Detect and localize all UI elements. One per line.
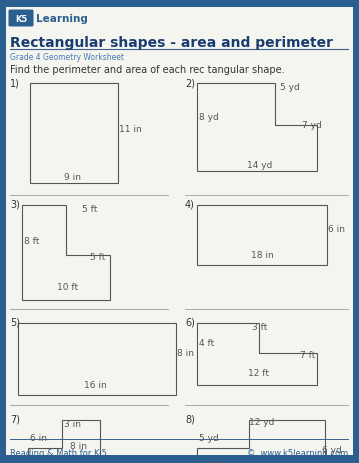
Text: 8 ft: 8 ft [24,237,39,246]
Text: 12 yd: 12 yd [249,418,275,426]
Text: 8): 8) [185,414,195,424]
Text: 12 ft: 12 ft [247,369,269,378]
Text: Rectangular shapes - area and perimeter: Rectangular shapes - area and perimeter [10,36,333,50]
Text: 6 in: 6 in [328,225,345,234]
Text: 8 in: 8 in [177,349,194,358]
Bar [18,323,176,395]
Bar [0,0,359,8]
Bar [353,0,359,463]
Text: 7): 7) [10,414,20,424]
Text: Learning: Learning [36,14,88,24]
Text: Grade 4 Geometry Worksheet: Grade 4 Geometry Worksheet [10,53,124,62]
Text: ©  www.k5learning.com: © www.k5learning.com [247,448,348,457]
Bar [0,455,359,463]
Text: 3 ft: 3 ft [252,323,267,332]
Text: 11 in: 11 in [119,125,142,134]
Text: 10 ft: 10 ft [57,283,79,292]
Text: 8 in: 8 in [70,442,87,450]
Text: 5 ft: 5 ft [82,205,97,214]
FancyBboxPatch shape [9,11,33,27]
Text: 3 in: 3 in [64,419,81,429]
Text: 3): 3) [10,200,20,210]
Text: 7 ft: 7 ft [300,351,315,360]
Bar [30,84,118,184]
Text: 3 yd: 3 yd [204,459,224,463]
Text: 4): 4) [185,200,195,210]
Text: Reading & Math for K-5: Reading & Math for K-5 [10,448,107,457]
Text: 5 yd: 5 yd [280,83,300,92]
Bar [197,206,327,265]
Text: 1): 1) [10,78,20,88]
Text: 7 yd: 7 yd [302,121,322,130]
Text: 9 in: 9 in [64,173,80,182]
Bar [0,0,6,463]
Text: 6 yd: 6 yd [322,445,342,455]
Text: 16 in: 16 in [84,381,106,390]
Text: 18 in: 18 in [251,250,273,259]
Text: 5 yd: 5 yd [199,433,219,443]
Text: 6 in: 6 in [30,433,47,443]
Text: K5: K5 [15,14,27,24]
Text: 14 yd: 14 yd [247,161,273,170]
Text: 5): 5) [10,317,20,327]
Text: 4 ft: 4 ft [199,339,214,348]
Text: 8 yd: 8 yd [199,113,219,122]
Text: 6): 6) [185,317,195,327]
Text: Find the perimeter and area of each rec tangular shape.: Find the perimeter and area of each rec … [10,65,285,75]
Text: 2): 2) [185,78,195,88]
Text: 5 ft: 5 ft [90,253,106,262]
